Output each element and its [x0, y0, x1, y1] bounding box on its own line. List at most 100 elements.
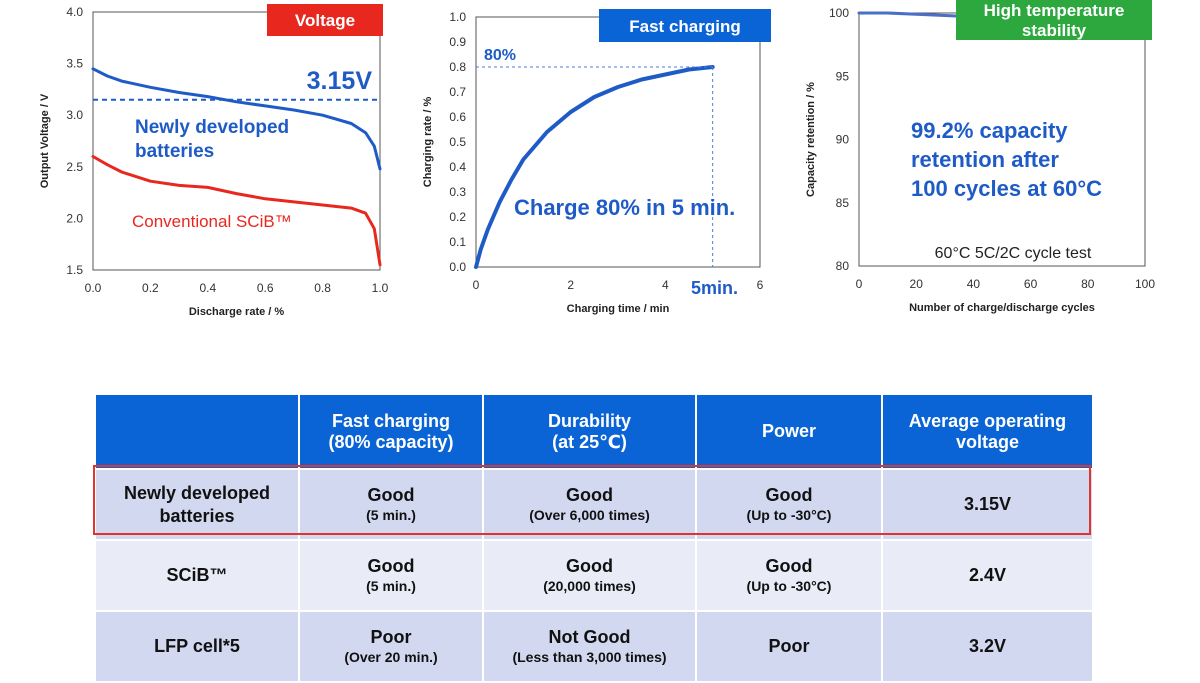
- chart2-plot-frame: [475, 16, 761, 268]
- chart3-badge-text-line1: High temperature: [984, 1, 1125, 20]
- chart1-y-tick-label: 3.5: [66, 57, 83, 71]
- chart3-y-tick-label: 85: [836, 196, 850, 210]
- table-cell: Poor: [695, 610, 883, 683]
- table-row: SCiB™ Good (5 min.) Good (20,000 times) Good(…: [94, 539, 1094, 612]
- chart2-x-tick-label: 2: [567, 278, 574, 292]
- table-header-row: Fast charging (80% capacity) Durability (at…: [94, 393, 1094, 470]
- table-header-cell: Average operating voltage: [881, 393, 1094, 470]
- chart3-y-axis-label: Capacity retention / %: [805, 82, 817, 197]
- cell-rating: Poor: [370, 626, 412, 647]
- chart3-x-tick-label: 100: [1135, 277, 1155, 291]
- chart2-badge-text: Fast charging: [629, 17, 740, 36]
- chart2-marker-label-80: 80%: [484, 47, 516, 64]
- charts-panel: 0.0 0.2 0.4 0.6 0.8 1.0 1.5 2.0 2.5 3.0 3.5 4.0 Disc…: [39, 0, 1155, 318]
- chart2-annotation: Charge 80% in 5 min.: [514, 195, 735, 220]
- chart2-series-line-1: [474, 65, 715, 269]
- table-cell: 3.15V: [881, 468, 1094, 541]
- chart2-y-axis-label: Charging rate / %: [422, 97, 434, 188]
- chart3-y-tick-label: 90: [836, 133, 850, 147]
- cell-rating: 3.15V: [963, 494, 1012, 514]
- chart1-badge: [267, 4, 383, 36]
- chart2-y-tick-label: 0.9: [449, 35, 466, 49]
- cell-detail: (Over 20 min.): [344, 648, 438, 665]
- cell-rating: Good: [566, 555, 613, 576]
- chart1-series-label-conventional: Conventional SCiB™: [132, 212, 292, 231]
- chart2-x-tick-label: 0: [473, 278, 480, 292]
- chart2-y-tick-label: 0.3: [449, 185, 466, 199]
- chart1-badge-text: Voltage: [295, 11, 355, 30]
- chart2-y-tick-label: 0.5: [449, 135, 466, 149]
- chart1-x-tick-label: 1.0: [372, 281, 389, 295]
- chart1-series-line-2: [91, 155, 382, 267]
- chart2-y-tick-label: 0.0: [449, 260, 466, 274]
- chart1-y-tick-label: 2.5: [66, 160, 83, 174]
- row-name-text: LFP cell*5: [154, 636, 240, 656]
- cell-detail: (5 min.): [366, 506, 416, 523]
- chart1-x-tick-label: 0.2: [142, 281, 159, 295]
- chart1-series-label-new-2: batteries: [135, 141, 214, 162]
- table-cell: Good (Over 6,000 times): [482, 468, 697, 541]
- cell-detail: (20,000 times): [543, 577, 636, 594]
- chart1-reference-label: 3.15V: [307, 67, 373, 95]
- header-text: Power: [761, 421, 817, 441]
- chart2-x-tick-label: 6: [757, 278, 764, 292]
- cell-rating: Not Good: [548, 626, 631, 647]
- cell-rating: Poor: [768, 636, 810, 656]
- header-text: (80% capacity): [328, 431, 454, 452]
- chart1-x-tick-label: 0.8: [314, 281, 331, 295]
- chart1-x-tick-label: 0.0: [85, 281, 102, 295]
- header-text: Durability: [547, 410, 631, 431]
- header-text: Fast charging: [331, 410, 451, 431]
- chart2-y-tick-label: 0.4: [449, 160, 466, 174]
- chart1-plot-frame: [92, 11, 381, 271]
- cell-detail: (Up to -30°C): [746, 577, 832, 594]
- table-header-cell: Durability (at 25℃): [482, 393, 697, 470]
- table-header-cell: Fast charging (80% capacity): [298, 393, 484, 470]
- cell-rating: 2.4V: [968, 565, 1007, 585]
- chart1-series-label-new: Newly developed: [135, 117, 289, 138]
- chart2-x-axis-label: Charging time / min: [567, 303, 670, 315]
- row-name-text: batteries: [159, 505, 235, 526]
- table-header-cell: Power: [695, 393, 883, 470]
- chart3-x-tick-label: 0: [856, 277, 863, 291]
- table-row: LFP cell*5 Poor (Over 20 min.) Not Good (Les…: [94, 610, 1094, 683]
- chart3-annotation-line3: 100 cycles at 60°C: [911, 176, 1102, 201]
- chart3-x-tick-label: 20: [910, 277, 924, 291]
- chart3-note: 60°C 5C/2C cycle test: [935, 245, 1092, 262]
- table-cell: Not Good (Less than 3,000 times): [482, 610, 697, 683]
- table-cell: 2.4V: [881, 539, 1094, 612]
- chart1-y-tick-label: 4.0: [66, 5, 83, 19]
- cell-detail: (Over 6,000 times): [529, 506, 650, 523]
- comparison-table: Fast charging (80% capacity) Durability (at…: [94, 393, 1094, 683]
- chart3-x-tick-label: 80: [1081, 277, 1095, 291]
- header-text: (at 25℃): [552, 431, 627, 452]
- cell-rating: Good: [367, 555, 415, 576]
- cell-rating: 3.2V: [968, 636, 1007, 656]
- chart3-badge-text-line2: stability: [1022, 21, 1087, 40]
- row-name-text: Newly developed: [123, 482, 271, 503]
- table-cell: Good (5 min.): [298, 539, 484, 612]
- chart1-x-tick-label: 0.4: [199, 281, 216, 295]
- chart2-y-tick-label: 0.2: [449, 210, 466, 224]
- chart3-x-axis-label: Number of charge/discharge cycles: [909, 302, 1095, 314]
- row-name-cell: LFP cell*5: [94, 610, 300, 683]
- table-cell: Good (Up to -30°C): [695, 539, 883, 612]
- chart2-marker-label-5min: 5min.: [691, 278, 738, 298]
- row-name-cell: Newly developed batteries: [94, 468, 300, 541]
- table-cell: 3.2V: [881, 610, 1094, 683]
- chart2-y-tick-label: 1.0: [449, 10, 466, 24]
- table-cell: Good (Up to -30°C): [695, 468, 883, 541]
- chart1-y-tick-label: 2.0: [66, 211, 83, 225]
- chart3-y-tick-label: 95: [836, 69, 850, 83]
- chart1-y-tick-label: 3.0: [66, 108, 83, 122]
- table-cell: Good (20,000 times): [482, 539, 697, 612]
- header-text: Average operating: [908, 410, 1067, 431]
- chart1-series-line-1: [91, 67, 382, 171]
- cell-rating: Good: [367, 484, 415, 505]
- cell-detail: (Up to -30°C): [746, 506, 832, 523]
- row-name-cell: SCiB™: [94, 539, 300, 612]
- chart2-x-tick-label: 4: [662, 278, 669, 292]
- chart2-y-tick-label: 0.1: [449, 235, 466, 249]
- table-row: Newly developed batteries Good (5 min.) Good…: [94, 468, 1094, 541]
- cell-rating: Good: [765, 555, 813, 576]
